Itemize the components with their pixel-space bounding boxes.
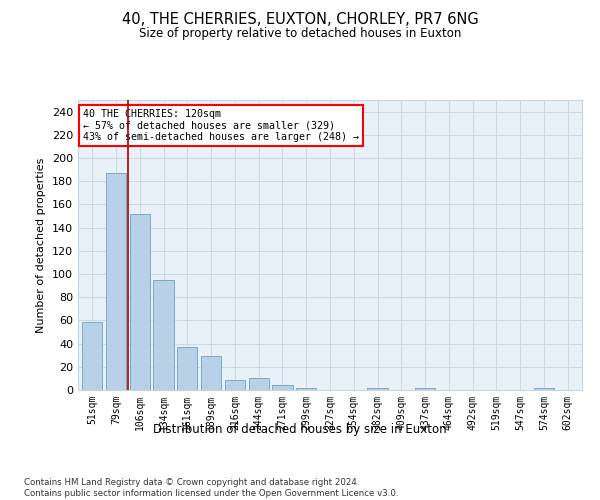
Bar [177, 347, 197, 390]
Bar [225, 380, 245, 390]
Bar [106, 173, 126, 390]
Y-axis label: Number of detached properties: Number of detached properties [37, 158, 46, 332]
Text: Size of property relative to detached houses in Euxton: Size of property relative to detached ho… [139, 28, 461, 40]
Bar [82, 322, 103, 390]
Bar [272, 386, 293, 390]
Bar [367, 388, 388, 390]
Bar [130, 214, 150, 390]
Text: 40 THE CHERRIES: 120sqm
← 57% of detached houses are smaller (329)
43% of semi-d: 40 THE CHERRIES: 120sqm ← 57% of detache… [83, 108, 359, 142]
Bar [534, 388, 554, 390]
Bar [248, 378, 269, 390]
Bar [154, 280, 173, 390]
Bar [201, 356, 221, 390]
Text: 40, THE CHERRIES, EUXTON, CHORLEY, PR7 6NG: 40, THE CHERRIES, EUXTON, CHORLEY, PR7 6… [122, 12, 478, 28]
Bar [415, 388, 435, 390]
Text: Distribution of detached houses by size in Euxton: Distribution of detached houses by size … [153, 422, 447, 436]
Text: Contains HM Land Registry data © Crown copyright and database right 2024.
Contai: Contains HM Land Registry data © Crown c… [24, 478, 398, 498]
Bar [296, 388, 316, 390]
